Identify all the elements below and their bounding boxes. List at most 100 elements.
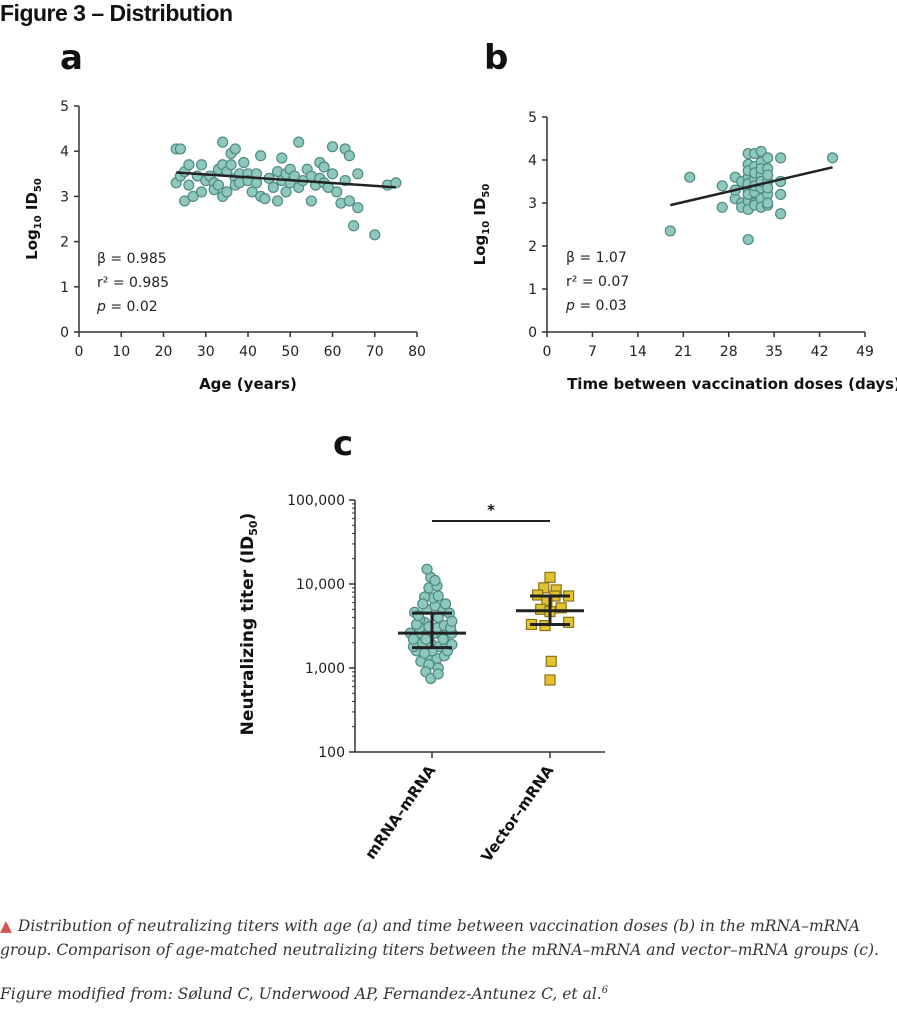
panel-b-data-point xyxy=(742,233,754,246)
panel-a-data-point xyxy=(369,229,381,241)
panel-a-data-point xyxy=(225,159,237,171)
panel-c-data-point xyxy=(432,668,444,680)
panel-c-y-tick-label: 1,000 xyxy=(305,661,345,677)
panel-a-data-point xyxy=(352,202,364,214)
panel-c-data-point xyxy=(407,633,419,645)
panel-b-data-point xyxy=(775,152,787,164)
panel-a-data-point xyxy=(179,195,191,207)
caption-triangle-icon: ▲ xyxy=(0,917,12,935)
panel-b-y-tick-label: 2 xyxy=(528,239,537,255)
panel-a-r-squared: r² = 0.985 xyxy=(97,275,169,291)
panel-a-data-point xyxy=(187,190,199,202)
panel-a-x-tick-label: 0 xyxy=(75,344,84,360)
panel-b-x-axis-label: Time between vaccination doses (days) xyxy=(567,375,897,393)
panel-a-x-tick-label: 70 xyxy=(366,344,384,360)
panel-a-x-tick-label: 60 xyxy=(324,344,342,360)
panel-a-data-point xyxy=(255,150,267,162)
panel-b-beta: β = 1.07 xyxy=(566,250,627,266)
panel-b-x-tick-label: 49 xyxy=(856,344,874,360)
panel-a-y-tick-label: 4 xyxy=(60,144,69,160)
panel-a-data-point xyxy=(246,186,258,198)
panel-c-data-point xyxy=(417,598,429,610)
panel-a-letter: a xyxy=(60,38,83,78)
panel-b-fit-line xyxy=(670,166,833,207)
panel-b-y-tick-label: 4 xyxy=(528,153,537,169)
panel-c-data-point xyxy=(545,655,557,667)
panel-b-x-tick-label: 0 xyxy=(543,344,552,360)
panel-a-data-point xyxy=(318,161,330,173)
panel-b-r-squared: r² = 0.07 xyxy=(566,274,629,290)
panel-a-y-tick-label: 0 xyxy=(60,325,69,341)
panel-c-letter: c xyxy=(333,424,354,464)
panel-a-x-tick-label: 20 xyxy=(155,344,173,360)
panel-a-data-point xyxy=(326,141,339,153)
panel-a-y-tick-label: 2 xyxy=(60,235,69,251)
panel-c-data-point xyxy=(440,598,452,610)
panel-c-chart: 100 1,000 10,000 100,000 mRNA–mRNA Vector–mRN… xyxy=(238,493,605,865)
panel-b-y-axis-label: Log10 ID50 xyxy=(471,184,492,266)
panel-a-x-tick-label: 50 xyxy=(281,344,299,360)
panel-b-x-tick-label: 35 xyxy=(765,344,783,360)
panel-a-data-point xyxy=(280,186,292,198)
panel-a-data-point xyxy=(352,168,364,180)
panel-b-data-point xyxy=(775,188,787,200)
panel-a-data-point xyxy=(195,186,208,198)
panel-a-data-point xyxy=(259,193,271,205)
panel-c-data-point xyxy=(432,590,444,602)
panel-b-y-tick-label: 1 xyxy=(528,282,537,298)
panel-b-letter: b xyxy=(484,38,509,78)
panel-a-data-point xyxy=(326,168,339,180)
panel-a-data-point xyxy=(229,143,241,155)
panel-b-chart: 0 1 2 3 4 5 0 7 14 21 28 35 42 49 β = 1.07 r² = 0.07 p =… xyxy=(471,110,897,393)
credit-reference: 6 xyxy=(601,985,609,996)
panel-c-category-label: Vector–mRNA xyxy=(477,762,557,866)
panel-b-x-tick-label: 28 xyxy=(720,344,738,360)
panel-b-data-point xyxy=(716,201,728,213)
panel-c-data-point xyxy=(418,647,431,659)
panel-b-data-point xyxy=(762,197,774,209)
panel-a-data-point xyxy=(293,136,305,148)
panel-b-p-value: p = 0.03 xyxy=(565,298,627,314)
panel-b-data-point xyxy=(684,171,696,183)
panel-b-data-point xyxy=(664,225,676,237)
panel-b-x-tick-label: 7 xyxy=(588,344,597,360)
caption-text: Distribution of neutralizing titers with… xyxy=(0,917,879,959)
panel-a-data-point xyxy=(390,177,402,189)
panel-c-y-tick-label: 100 xyxy=(318,745,345,761)
panel-a-beta: β = 0.985 xyxy=(97,251,167,267)
panel-a-data-point xyxy=(271,195,284,207)
panel-a-data-point xyxy=(174,143,186,155)
panel-a-data-point xyxy=(305,195,317,207)
panel-a-y-axis-label: Log10 ID50 xyxy=(23,178,44,260)
panel-a-x-tick-label: 80 xyxy=(408,344,426,360)
panel-c-category-label: mRNA–mRNA xyxy=(361,762,439,863)
panel-b-data-point xyxy=(775,208,787,220)
panel-b-x-tick-label: 42 xyxy=(811,344,829,360)
panel-c-y-tick-label: 10,000 xyxy=(296,577,345,593)
panel-a-data-point xyxy=(343,150,355,162)
panel-a-x-tick-label: 10 xyxy=(112,344,130,360)
panel-c-data-point xyxy=(421,563,433,575)
panel-c-data-point xyxy=(420,633,432,645)
panel-a-data-point xyxy=(267,181,279,193)
figure-title: Figure 3 – Distribution xyxy=(0,0,233,26)
panel-a-x-tick-label: 30 xyxy=(197,344,215,360)
panel-a-data-point xyxy=(343,195,355,207)
panel-a-x-axis-label: Age (years) xyxy=(199,375,297,393)
figure-credit: Figure modified from: Sølund C, Underwoo… xyxy=(0,985,608,1003)
panel-a-p-value: p = 0.02 xyxy=(96,299,158,315)
panel-a-data-point xyxy=(183,179,195,191)
panel-a-data-point xyxy=(331,186,343,198)
panel-a-data-point xyxy=(217,136,229,148)
panel-b-y-tick-label: 0 xyxy=(528,325,537,341)
panel-a-data-point xyxy=(183,159,195,171)
panel-a-data-point xyxy=(212,179,225,191)
panel-a-y-tick-label: 5 xyxy=(60,99,69,115)
figure-caption: ▲ Distribution of neutralizing titers wit… xyxy=(0,914,880,962)
panel-c-y-tick-label: 100,000 xyxy=(287,493,345,509)
panel-c-data-point xyxy=(429,574,441,587)
panel-a-data-point xyxy=(276,152,288,164)
panel-b-x-tick-label: 14 xyxy=(629,344,647,360)
panel-c-significance-star: * xyxy=(487,501,495,519)
